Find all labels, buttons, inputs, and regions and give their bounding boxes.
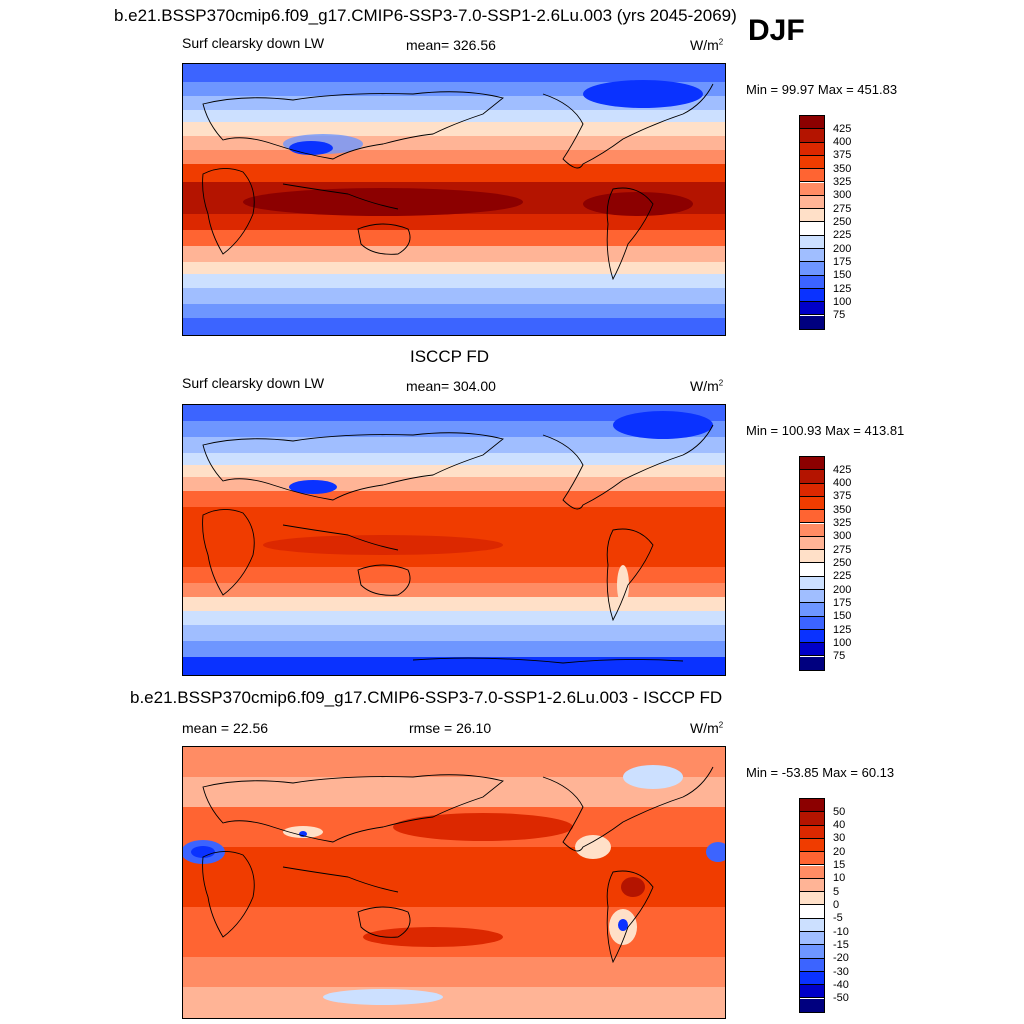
- panel3-title: b.e21.BSSP370cmip6.f09_g17.CMIP6-SSP3-7.…: [130, 688, 723, 707]
- panel2-cb-label: 125: [833, 624, 852, 636]
- panel2-cb-label: 400: [833, 477, 852, 489]
- panel3-map: [182, 746, 726, 1019]
- panel2-cb-label: 150: [833, 610, 852, 622]
- panel3-minmax: Min = -53.85 Max = 60.13: [746, 765, 895, 780]
- panel1-cb-label: 325: [833, 176, 852, 188]
- panel2-variable-label: Surf clearsky down LW: [182, 375, 325, 391]
- panel1-title: b.e21.BSSP370cmip6.f09_g17.CMIP6-SSP3-7.…: [114, 6, 737, 25]
- panel2-cb-label: 175: [833, 597, 852, 609]
- panel1-cb-label: 125: [833, 283, 852, 295]
- panel2-cb-label: 425: [833, 464, 852, 476]
- panel3-cb-label: 15: [833, 859, 846, 871]
- panel1-cb-label: 375: [833, 149, 852, 161]
- panel3-cb-label: 40: [833, 819, 846, 831]
- panel3-cb-label: -10: [833, 926, 849, 938]
- panel2-cb-label: 75: [833, 650, 846, 662]
- panel1-cb-label: 300: [833, 189, 852, 201]
- panel3-cb-label: -5: [833, 912, 843, 924]
- panel1-cb-label: 425: [833, 123, 852, 135]
- season-label: DJF: [748, 14, 805, 47]
- panel1-cb-label: 200: [833, 243, 852, 255]
- panel1-colorbar: [799, 115, 825, 330]
- panel2-cb-label: 225: [833, 570, 852, 582]
- panel2-mean-label: mean= 304.00: [406, 378, 496, 394]
- panel1-map: [182, 63, 726, 336]
- panel1-cb-label: 225: [833, 229, 852, 241]
- panel1-minmax: Min = 99.97 Max = 451.83: [746, 82, 898, 97]
- panel3-cb-label: 10: [833, 872, 846, 884]
- panel3-cb-label: -30: [833, 966, 849, 978]
- panel3-cb-label: -20: [833, 952, 849, 964]
- panel2-cb-label: 325: [833, 517, 852, 529]
- panel1-cb-label: 75: [833, 309, 846, 321]
- panel3-cb-label: -50: [833, 992, 849, 1004]
- panel3-mean-label: mean = 22.56: [182, 720, 269, 736]
- panel1-cb-label: 175: [833, 256, 852, 268]
- panel3-cb-label: -40: [833, 979, 849, 991]
- panel1-cb-label: 275: [833, 203, 852, 215]
- panel2-cb-label: 375: [833, 490, 852, 502]
- panel2-cb-label: 350: [833, 504, 852, 516]
- panel3-units: W/m2: [690, 720, 724, 736]
- panel3-cb-label: 20: [833, 846, 846, 858]
- panel1-variable-label: Surf clearsky down LW: [182, 35, 325, 51]
- panel1-cb-label: 350: [833, 163, 852, 175]
- panel2-colorbar: [799, 456, 825, 671]
- panel1-mean-label: mean= 326.56: [406, 37, 496, 53]
- panel2-cb-label: 250: [833, 557, 852, 569]
- panel2-cb-label: 100: [833, 637, 852, 649]
- panel2-minmax: Min = 100.93 Max = 413.81: [746, 423, 905, 438]
- panel3-cb-label: 50: [833, 806, 846, 818]
- panel1-cb-label: 400: [833, 136, 852, 148]
- panel3-colorbar: [799, 798, 825, 1013]
- panel1-cb-label: 150: [833, 269, 852, 281]
- panel2-title: ISCCP FD: [410, 347, 490, 366]
- panel2-cb-label: 200: [833, 584, 852, 596]
- panel1-cb-label: 100: [833, 296, 852, 308]
- panel3-cb-label: 0: [833, 899, 840, 911]
- panel2-cb-label: 300: [833, 530, 852, 542]
- panel2-cb-label: 275: [833, 544, 852, 556]
- panel3-cb-label: 30: [833, 832, 846, 844]
- panel3-cb-label: 5: [833, 886, 840, 898]
- panel2-units: W/m2: [690, 378, 724, 394]
- panel3-rmse-label: rmse = 26.10: [409, 720, 492, 736]
- panel1-units: W/m2: [690, 37, 724, 53]
- panel1-cb-label: 250: [833, 216, 852, 228]
- panel2-map: [182, 404, 726, 676]
- panel3-cb-label: -15: [833, 939, 849, 951]
